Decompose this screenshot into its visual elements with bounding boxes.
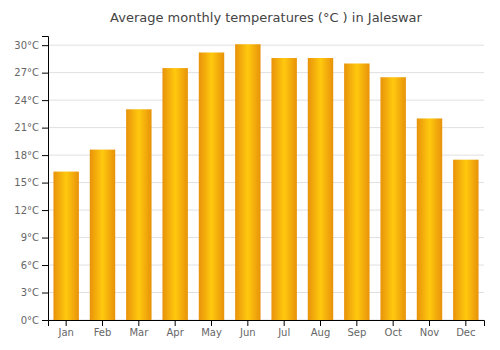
y-tick: 21°C <box>14 122 48 133</box>
y-tick: 30°C <box>14 40 48 51</box>
y-tick-mark <box>42 210 48 211</box>
y-tick-label: 21°C <box>14 122 39 133</box>
x-tick-mark <box>138 320 139 326</box>
x-tick-mark <box>211 320 212 326</box>
x-tick-label: Nov <box>420 327 440 338</box>
bar <box>235 44 260 320</box>
grid <box>48 45 484 320</box>
bar <box>90 150 115 320</box>
y-tick-mark <box>42 128 48 129</box>
y-tick: 24°C <box>14 95 48 106</box>
x-tick: Jun <box>239 320 256 338</box>
x-tick-label: Jul <box>277 327 290 338</box>
y-tick-label: 18°C <box>14 150 39 161</box>
y-tick-label: 9°C <box>21 232 39 243</box>
y-tick-mark <box>42 238 48 239</box>
bar <box>344 63 369 320</box>
y-tick-label: 27°C <box>14 67 39 78</box>
y-tick-mark <box>42 265 48 266</box>
y-tick: 27°C <box>14 67 48 78</box>
y-tick: 15°C <box>14 177 48 188</box>
x-tick: Nov <box>420 320 440 338</box>
y-tick-mark <box>42 155 48 156</box>
bar <box>308 58 333 320</box>
chart-svg: 0°C 3°C 6°C 9°C 12°C 15°C 18°C 21°C 24°C 27°C 30°C… <box>0 0 500 350</box>
y-axis: 0°C 3°C 6°C 9°C 12°C 15°C 18°C 21°C 24°C 27°C 30°C <box>14 37 48 326</box>
x-tick-label: Oct <box>385 327 402 338</box>
x-tick-mark <box>465 320 466 326</box>
bar <box>453 160 478 320</box>
x-tick-label: Feb <box>94 327 112 338</box>
x-tick: May <box>201 320 222 338</box>
y-tick: 12°C <box>14 205 48 216</box>
bars <box>53 44 478 320</box>
y-tick: 0°C <box>21 315 48 326</box>
x-tick-mark <box>284 320 285 326</box>
y-tick-mark <box>42 73 48 74</box>
y-axis-line <box>42 37 49 321</box>
y-tick-label: 0°C <box>21 315 39 326</box>
grid-line <box>48 100 484 101</box>
grid-line <box>48 72 484 73</box>
x-axis: Jan Feb Mar Apr May Jun Jul Aug Sep Oct Nov Dec <box>49 320 485 338</box>
y-tick-mark <box>42 45 48 46</box>
bar <box>271 58 296 320</box>
x-tick-mark <box>175 320 176 326</box>
x-tick: Feb <box>94 320 112 338</box>
y-tick-label: 24°C <box>14 95 39 106</box>
x-tick-mark <box>247 320 248 326</box>
x-tick-mark <box>102 320 103 326</box>
x-axis-line <box>49 321 485 327</box>
y-tick-label: 12°C <box>14 205 39 216</box>
x-tick-label: Dec <box>456 327 475 338</box>
y-tick-mark <box>42 100 48 101</box>
x-tick: Aug <box>311 320 331 338</box>
x-tick-label: Sep <box>347 327 366 338</box>
x-tick: Dec <box>456 320 475 338</box>
x-tick-mark <box>393 320 394 326</box>
bar <box>126 109 151 320</box>
bar <box>199 52 224 320</box>
x-tick-mark <box>320 320 321 326</box>
x-tick: Jan <box>57 320 73 338</box>
y-tick: 3°C <box>21 287 48 298</box>
y-tick-label: 15°C <box>14 177 39 188</box>
x-tick-label: Jan <box>57 327 73 338</box>
x-tick: Oct <box>385 320 402 338</box>
x-tick-label: Aug <box>311 327 331 338</box>
x-tick-mark <box>429 320 430 326</box>
x-tick-label: Jun <box>239 327 256 338</box>
grid-line <box>48 45 484 46</box>
y-tick-label: 3°C <box>21 287 39 298</box>
x-tick: Jul <box>277 320 290 338</box>
y-tick-mark <box>42 293 48 294</box>
y-tick-label: 6°C <box>21 260 39 271</box>
x-tick-label: Mar <box>129 327 149 338</box>
x-tick-mark <box>66 320 67 326</box>
plot: 0°C 3°C 6°C 9°C 12°C 15°C 18°C 21°C 24°C 27°C 30°C… <box>14 37 484 339</box>
y-tick: 9°C <box>21 232 48 243</box>
bar <box>162 68 187 320</box>
y-tick: 18°C <box>14 150 48 161</box>
title: Average monthly temperatures (°C ) in Ja… <box>110 10 423 25</box>
bar <box>53 172 78 320</box>
bar <box>417 118 442 320</box>
x-tick-mark <box>356 320 357 326</box>
y-tick-mark <box>42 320 48 321</box>
x-tick-label: May <box>201 327 222 338</box>
y-tick-label: 30°C <box>14 40 39 51</box>
y-tick-mark <box>42 183 48 184</box>
y-tick: 6°C <box>21 260 48 271</box>
bar <box>380 77 405 320</box>
x-tick: Apr <box>167 320 185 338</box>
chart-container: 0°C 3°C 6°C 9°C 12°C 15°C 18°C 21°C 24°C 27°C 30°C… <box>0 0 500 350</box>
x-tick: Mar <box>129 320 149 338</box>
x-tick: Sep <box>347 320 366 338</box>
x-tick-label: Apr <box>167 327 185 338</box>
